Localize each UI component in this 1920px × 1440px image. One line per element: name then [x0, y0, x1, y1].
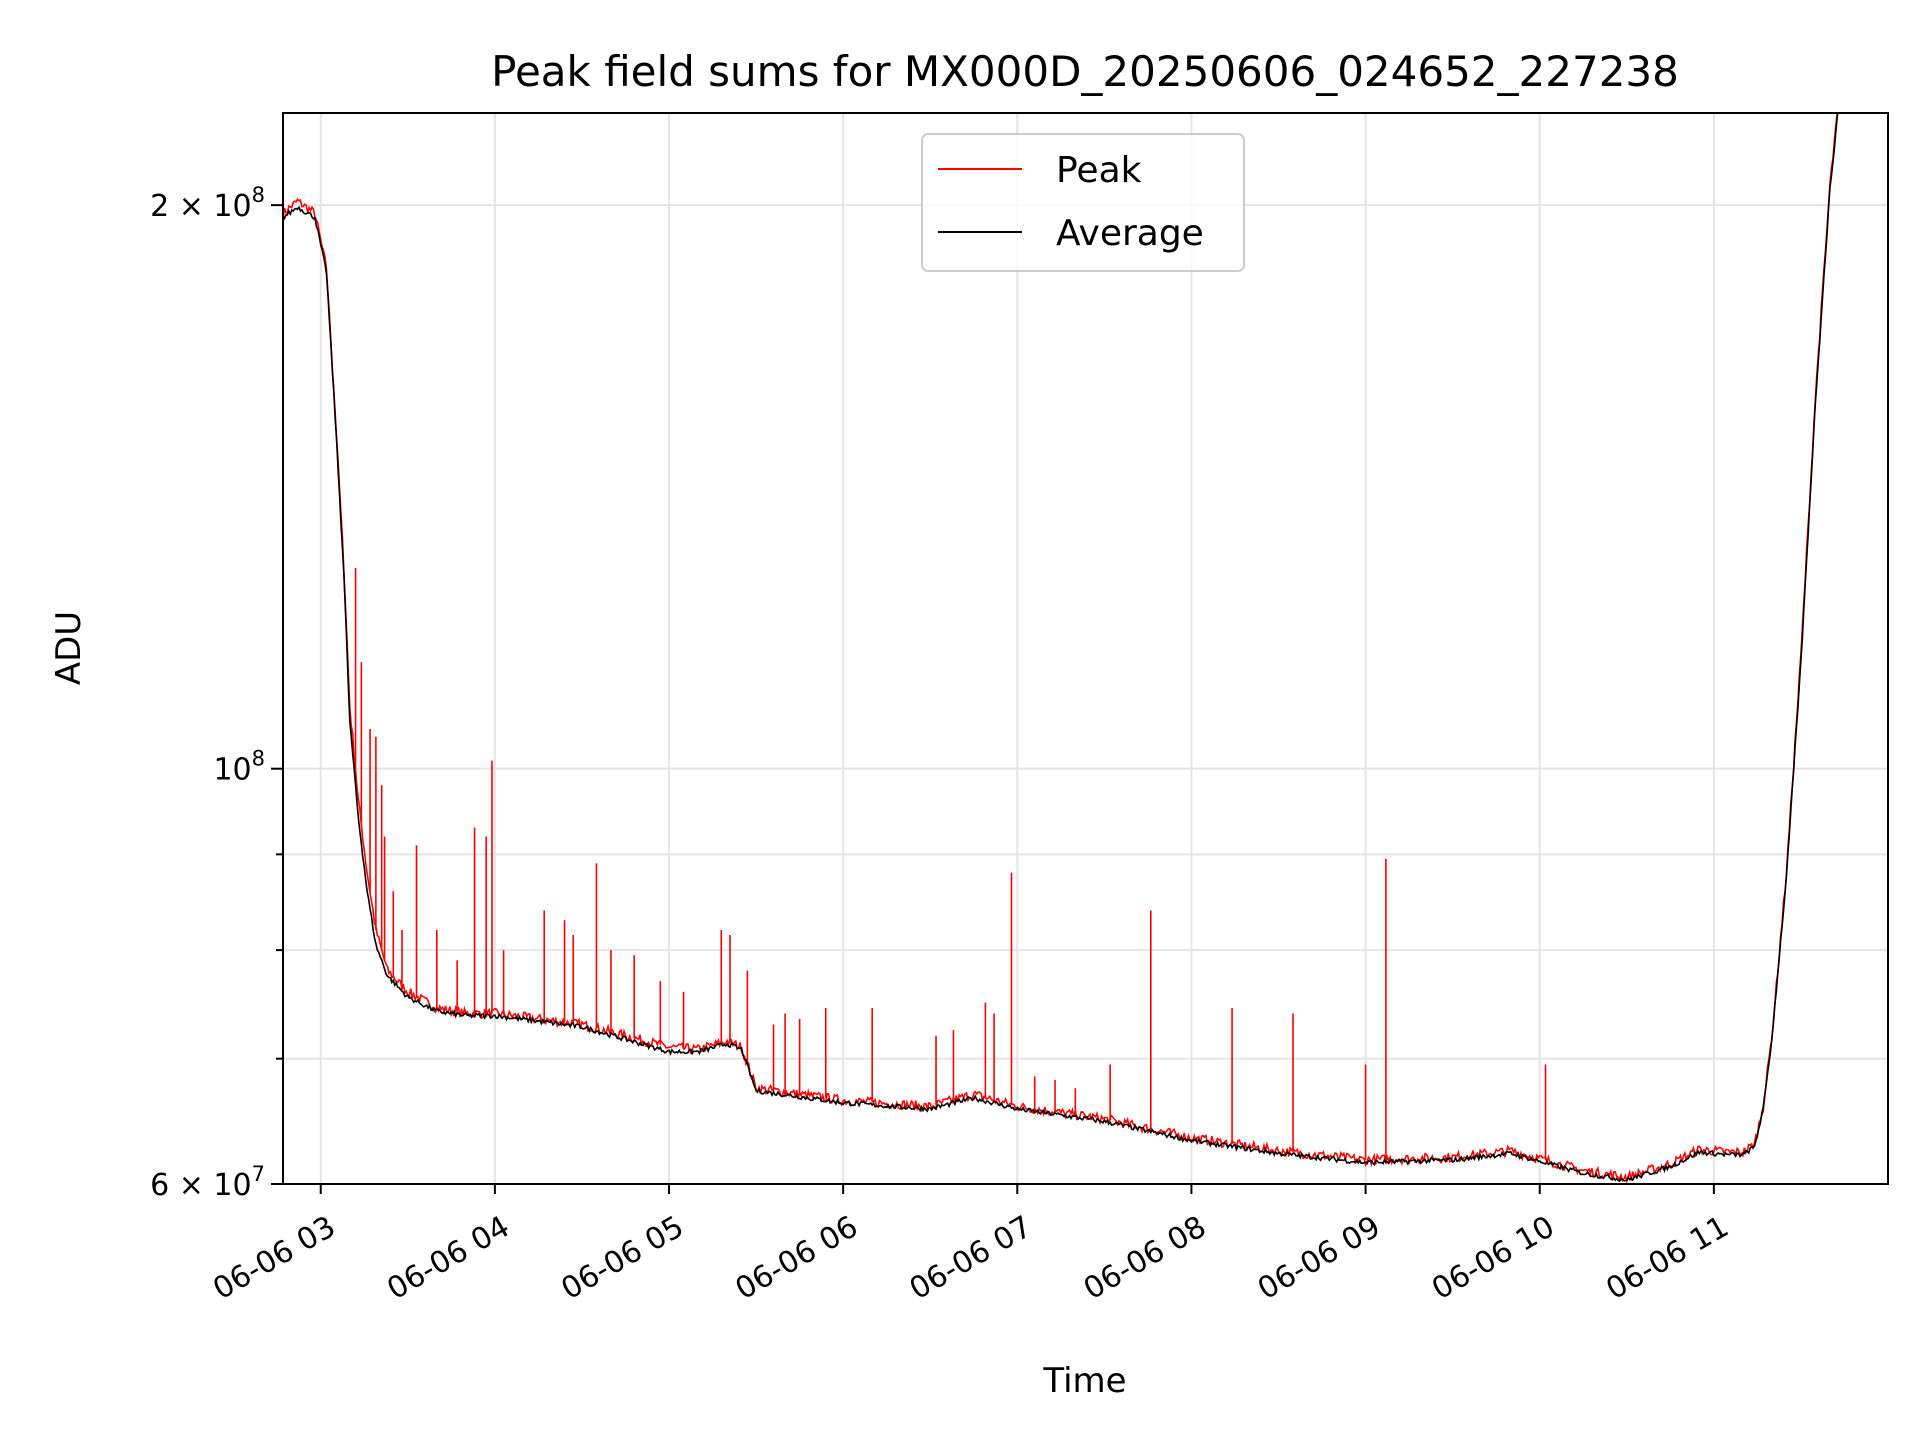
y-axis-label: ADU [49, 611, 89, 685]
series-average-line [283, 113, 1839, 1183]
legend-average-label: Average [1056, 213, 1204, 254]
x-axis-label: Time [1042, 1361, 1126, 1401]
chart-title: Peak field sums for MX000D_20250606_0246… [491, 47, 1679, 96]
series-peak-line [283, 113, 1839, 1184]
legend-peak-label: Peak [1056, 150, 1142, 191]
y-tick-label: 108 [213, 747, 265, 788]
y-tick-label: 2 × 108 [150, 183, 265, 224]
plot-frame [282, 112, 1889, 1185]
legend: Peak Average [921, 133, 1245, 272]
plot-series [283, 113, 1839, 1184]
y-tick-label: 6 × 107 [150, 1162, 265, 1203]
